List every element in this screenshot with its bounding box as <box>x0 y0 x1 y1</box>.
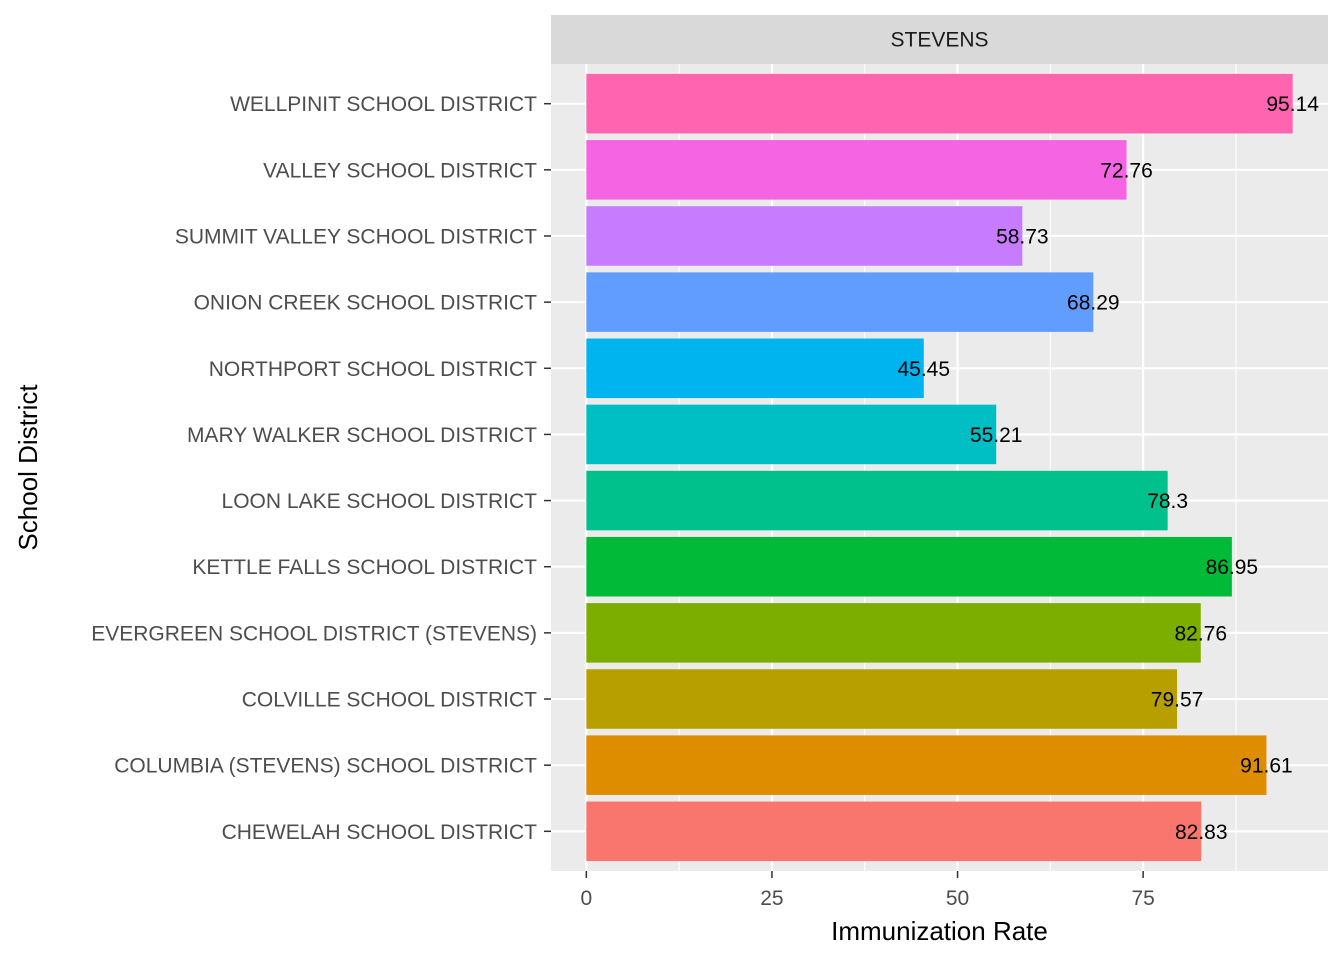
y-tick-label: COLVILLE SCHOOL DISTRICT <box>242 689 537 712</box>
bar-value-label: 72.76 <box>1100 159 1153 182</box>
x-tick-label: 50 <box>946 887 969 910</box>
y-tick-label: NORTHPORT SCHOOL DISTRICT <box>209 358 537 381</box>
bar-value-label: 79.57 <box>1151 689 1204 712</box>
data-labels: 82.83 91.61 79.57 82.76 86.95 78.3 55.21 45.45 6… <box>897 93 1319 844</box>
bar-value-label: 55.21 <box>970 424 1023 447</box>
bar-value-label: 86.95 <box>1206 556 1259 579</box>
y-tick-label: WELLPINIT SCHOOL DISTRICT <box>230 93 537 116</box>
bar <box>586 73 1293 134</box>
x-axis-title: Immunization Rate <box>831 916 1048 946</box>
bar-value-label: 82.76 <box>1174 622 1227 645</box>
bar-value-label: 78.3 <box>1147 490 1188 513</box>
facet-strip <box>551 15 1328 64</box>
bar <box>586 140 1127 200</box>
y-tick-label: CHEWELAH SCHOOL DISTRICT <box>222 821 538 844</box>
y-tick-label: KETTLE FALLS SCHOOL DISTRICT <box>192 556 537 579</box>
bar <box>586 470 1168 531</box>
bar <box>586 272 1094 332</box>
y-tick-label: ONION CREEK SCHOOL DISTRICT <box>194 292 538 315</box>
bar <box>586 206 1023 266</box>
y-tick-label: LOON LAKE SCHOOL DISTRICT <box>222 490 538 513</box>
y-tick-label: MARY WALKER SCHOOL DISTRICT <box>187 424 537 447</box>
y-tick-label: EVERGREEN SCHOOL DISTRICT (STEVENS) <box>91 622 537 645</box>
bar-value-label: 68.29 <box>1067 292 1120 315</box>
x-tick-label: 0 <box>580 887 592 910</box>
y-tick-label: SUMMIT VALLEY SCHOOL DISTRICT <box>175 225 537 248</box>
y-tick-label: COLUMBIA (STEVENS) SCHOOL DISTRICT <box>114 755 537 778</box>
x-tick-label: 75 <box>1131 887 1154 910</box>
x-axis: 0 25 50 75 <box>580 871 1155 910</box>
bar <box>586 404 997 465</box>
bar-value-label: 95.14 <box>1266 93 1319 116</box>
y-axis: CHEWELAH SCHOOL DISTRICT COLUMBIA (STEVEN… <box>91 93 551 844</box>
y-tick-label: VALLEY SCHOOL DISTRICT <box>263 159 537 182</box>
bar-value-label: 91.61 <box>1240 755 1293 778</box>
bar <box>586 338 924 399</box>
bar <box>586 603 1201 663</box>
facet-strip-label: STEVENS <box>890 29 988 52</box>
bar-value-label: 58.73 <box>996 225 1049 248</box>
bars <box>586 73 1293 862</box>
bar-value-label: 45.45 <box>897 358 950 381</box>
bar <box>586 801 1202 862</box>
bar <box>586 536 1232 597</box>
bar <box>586 669 1178 729</box>
y-axis-title: School District <box>13 384 43 551</box>
bar-value-label: 82.83 <box>1175 821 1228 844</box>
x-tick-label: 25 <box>760 887 783 910</box>
bar <box>586 735 1267 795</box>
